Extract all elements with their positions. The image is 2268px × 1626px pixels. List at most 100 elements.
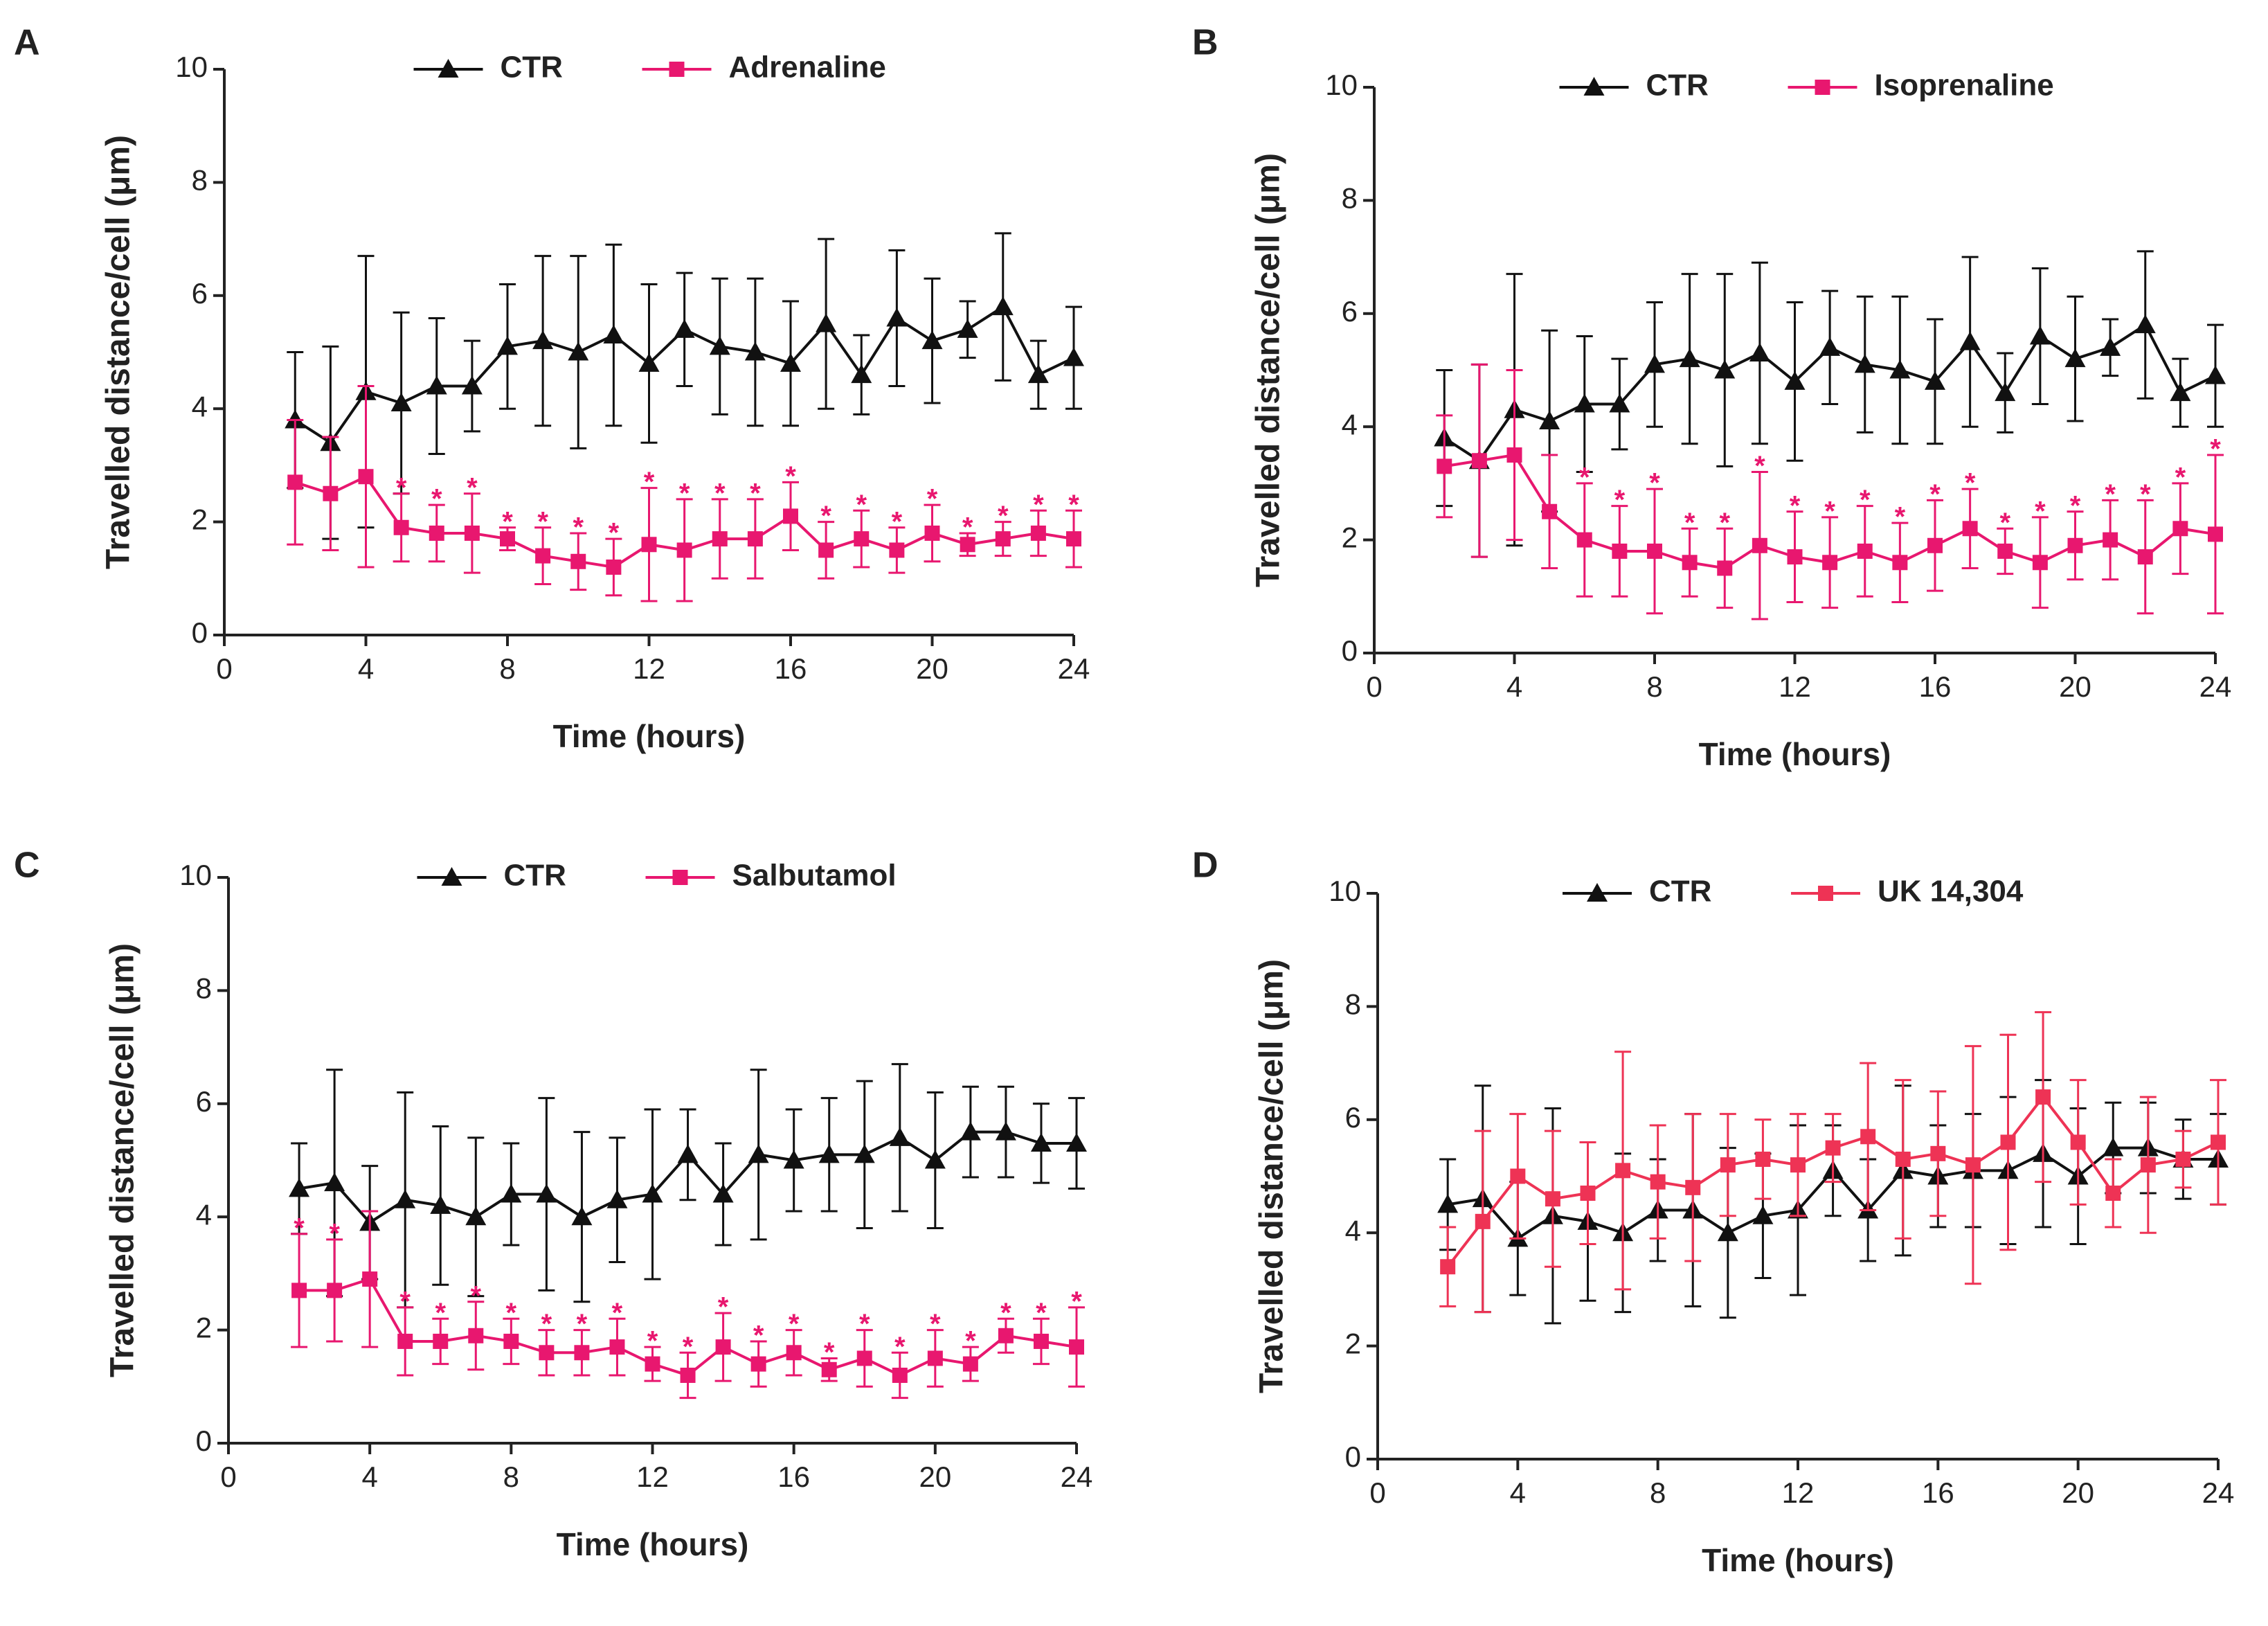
marker: [2064, 348, 2086, 368]
marker: [747, 531, 763, 547]
significance-mark: *: [502, 506, 513, 537]
significance-mark: *: [1824, 496, 1835, 526]
marker: [783, 1150, 804, 1169]
marker: [1027, 364, 1049, 384]
significance-mark: *: [1649, 468, 1660, 499]
significance-mark: *: [541, 1309, 552, 1339]
marker: [645, 1356, 660, 1372]
marker: [1539, 411, 1560, 430]
marker: [2035, 1089, 2051, 1105]
significance-mark: *: [962, 512, 973, 543]
marker: [1895, 1151, 1911, 1167]
significance-mark: *: [1965, 468, 1976, 499]
marker: [641, 537, 657, 553]
marker: [676, 542, 692, 558]
marker: [1644, 354, 1665, 373]
legend-label: Salbutamol: [732, 859, 897, 893]
marker: [889, 542, 905, 558]
significance-mark: *: [859, 1309, 870, 1339]
marker: [2067, 537, 2083, 553]
significance-mark: *: [1068, 490, 1079, 520]
significance-mark: *: [2035, 496, 2046, 526]
marker: [2032, 555, 2048, 571]
marker: [464, 525, 480, 541]
x-tick-label: 20: [2059, 670, 2091, 703]
x-tick-label: 12: [1782, 1476, 1815, 1509]
significance-mark: *: [1719, 508, 1730, 538]
x-tick-label: 24: [2199, 670, 2232, 703]
panel-label: B: [1192, 23, 1218, 63]
x-axis-title: Time (hours): [557, 1526, 749, 1562]
significance-mark: *: [647, 1326, 658, 1357]
legend-label: CTR: [1646, 69, 1709, 102]
marker: [1583, 77, 1605, 96]
x-tick-label: 16: [775, 652, 807, 685]
marker: [395, 1189, 416, 1208]
marker: [1580, 1186, 1596, 1201]
x-tick-label: 24: [1061, 1460, 1093, 1493]
x-tick-label: 20: [2062, 1476, 2094, 1509]
marker: [2172, 521, 2188, 537]
marker: [1965, 1157, 1981, 1173]
marker: [1790, 1157, 1806, 1173]
marker: [1685, 1179, 1701, 1195]
significance-mark: *: [2140, 479, 2151, 510]
x-axis-title: Time (hours): [1702, 1542, 1894, 1578]
panel-label: C: [14, 846, 40, 886]
marker: [1818, 886, 1833, 901]
significance-mark: *: [1000, 1298, 1011, 1328]
marker: [1033, 1333, 1049, 1349]
x-tick-label: 0: [220, 1460, 236, 1493]
y-tick-label: 0: [1342, 634, 1358, 667]
panel-label: A: [14, 23, 40, 63]
significance-mark: *: [1579, 462, 1590, 492]
marker: [1854, 354, 1875, 373]
marker: [606, 1189, 628, 1208]
marker: [856, 1350, 872, 1366]
marker: [397, 1333, 413, 1349]
marker: [291, 1283, 307, 1298]
marker: [638, 352, 660, 372]
significance-mark: *: [1860, 485, 1871, 515]
significance-mark: *: [714, 478, 726, 508]
marker: [390, 393, 412, 412]
significance-mark: *: [679, 478, 690, 508]
legend-label: Adrenaline: [729, 51, 886, 84]
marker: [1030, 525, 1046, 541]
marker: [362, 1271, 378, 1287]
marker: [921, 330, 943, 350]
marker: [1930, 1145, 1946, 1161]
significance-mark: *: [789, 1309, 800, 1339]
marker: [642, 1183, 663, 1203]
marker: [287, 474, 303, 490]
marker: [1679, 348, 1700, 368]
x-tick-label: 20: [916, 652, 948, 685]
marker: [1475, 1213, 1491, 1229]
x-tick-label: 0: [1366, 670, 1382, 703]
y-tick-label: 4: [1345, 1214, 1361, 1247]
marker: [324, 1172, 345, 1192]
y-axis-title: Travelled distance/cell (μm): [100, 135, 137, 569]
significance-mark: *: [431, 484, 442, 515]
significance-mark: *: [1071, 1286, 1082, 1316]
marker: [1647, 543, 1662, 559]
marker: [1576, 532, 1592, 548]
significance-mark: *: [577, 1309, 588, 1339]
marker: [327, 1283, 343, 1298]
marker: [669, 62, 685, 77]
significance-mark: *: [753, 1321, 764, 1351]
significance-mark: *: [1684, 508, 1695, 538]
x-tick-label: 0: [1369, 1476, 1385, 1509]
marker: [960, 537, 975, 553]
significance-mark: *: [2210, 434, 2221, 465]
y-tick-label: 6: [196, 1085, 212, 1118]
marker: [886, 307, 908, 327]
marker: [992, 296, 1014, 316]
marker: [503, 1333, 519, 1349]
significance-mark: *: [785, 461, 796, 492]
significance-mark: *: [506, 1298, 517, 1328]
marker: [995, 531, 1011, 547]
y-tick-label: 4: [192, 390, 208, 422]
marker: [1755, 1151, 1771, 1167]
significance-mark: *: [930, 1309, 941, 1339]
